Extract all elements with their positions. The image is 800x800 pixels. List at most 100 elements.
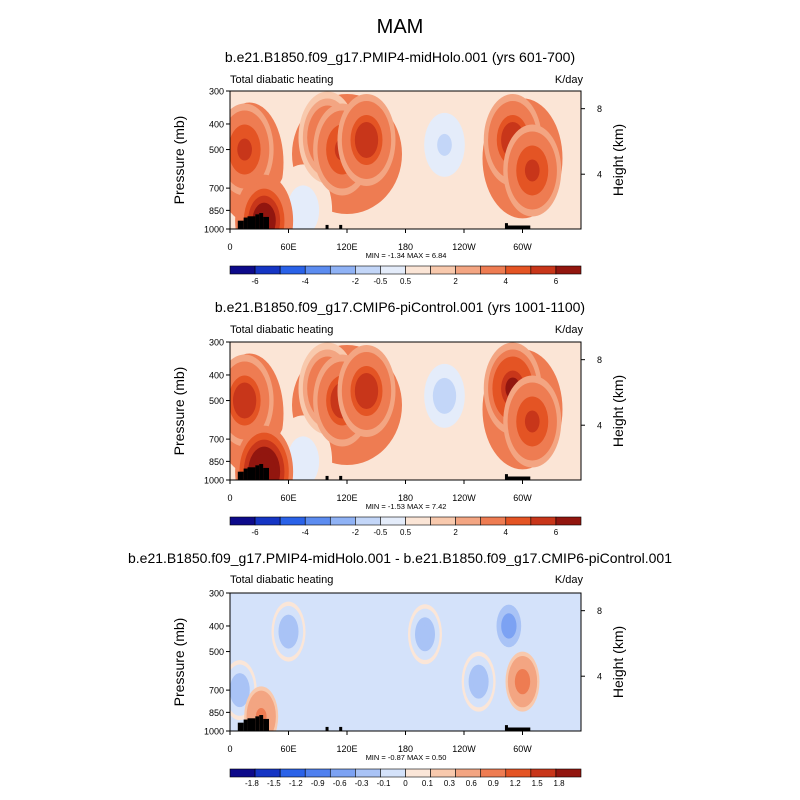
- colorbar-box: [505, 265, 532, 275]
- x-tick-label: 0: [227, 744, 232, 754]
- y-tick-label: 1000: [204, 476, 224, 486]
- colorbar-label: -4: [302, 528, 310, 537]
- topography-step: [247, 216, 256, 229]
- cooling-contour: [295, 199, 311, 222]
- colorbar-label: 0.1: [422, 779, 434, 788]
- y-tick-label: 300: [209, 338, 224, 348]
- colorbar-label: -0.3: [355, 779, 369, 788]
- colorbar: -6 -4 -2 -0.5 0.5 2 4 6: [229, 516, 582, 537]
- colorbar-box: [455, 516, 482, 526]
- colorbar-box: [430, 265, 456, 275]
- topography-step: [237, 722, 244, 731]
- min-max-stats: MIN = -1.53 MAX = 7.42: [366, 502, 447, 511]
- y-tick-label: 300: [209, 589, 224, 599]
- topography-step: [255, 465, 260, 480]
- colorbar-label: -4: [302, 277, 310, 286]
- left-string: Total diabatic heating: [230, 574, 333, 586]
- colorbar-box: [480, 516, 507, 526]
- left-string: Total diabatic heating: [230, 324, 333, 336]
- topography-step: [259, 464, 264, 480]
- panel-difference: b.e21.B1850.f09_g17.PMIP4-midHolo.001 - …: [128, 550, 672, 788]
- colorbar-label: -0.6: [333, 779, 347, 788]
- colorbar-box: [229, 516, 256, 526]
- colorbar-box: [480, 265, 507, 275]
- height-tick-label: 8: [597, 606, 602, 616]
- colorbar-box: [254, 265, 281, 275]
- colorbar-box: [430, 516, 456, 526]
- x-tick-label: 60W: [513, 744, 532, 754]
- colorbar-box: [254, 768, 281, 778]
- topography-step: [325, 726, 329, 731]
- colorbar-box: [530, 768, 557, 778]
- topography-step: [506, 727, 531, 731]
- colorbar: -1.8 -1.5 -1.2 -0.9 -0.6 -0.3 -0.1 0 0.1 0.3 0.6 0.…: [229, 768, 582, 788]
- colorbar-box: [329, 768, 356, 778]
- colorbar-box: [405, 768, 431, 778]
- x-tick-label: 180: [398, 744, 413, 754]
- colorbar-label: 1.8: [554, 779, 566, 788]
- units-label: K/day: [555, 574, 584, 586]
- colorbar-box: [530, 516, 557, 526]
- colorbar-label: -6: [252, 528, 260, 537]
- colorbar-label: -0.1: [377, 779, 391, 788]
- topography-step: [263, 216, 269, 229]
- y-axis-label: Pressure (mb): [171, 618, 187, 707]
- colorbar-label: -6: [252, 277, 260, 286]
- y-tick-label: 1000: [204, 727, 224, 737]
- colorbar-box: [505, 516, 532, 526]
- topography-step: [247, 467, 256, 480]
- x-tick-label: 0: [227, 242, 232, 252]
- y-tick-label: 850: [209, 457, 224, 467]
- topography-step: [504, 474, 508, 480]
- colorbar-label: 0.6: [466, 779, 478, 788]
- x-tick-label: 60E: [280, 242, 296, 252]
- heating-contour: [359, 379, 374, 402]
- y-tick-label: 400: [209, 119, 224, 129]
- y2-axis-label: Height (km): [610, 375, 626, 447]
- heating-contour: [359, 128, 374, 151]
- colorbar-box: [329, 516, 356, 526]
- cooling-contour: [295, 450, 311, 473]
- colorbar-box: [455, 265, 482, 275]
- x-tick-label: 120E: [336, 744, 357, 754]
- cooling-contour: [437, 384, 452, 407]
- colorbar-box: [555, 265, 582, 275]
- cooling-contour: [283, 623, 294, 640]
- colorbar-label: -0.5: [374, 528, 388, 537]
- topography-step: [243, 719, 248, 731]
- colorbar-box: [455, 768, 482, 778]
- colorbar-label: 0.9: [488, 779, 500, 788]
- heating-contour: [524, 410, 540, 433]
- height-tick-label: 8: [597, 355, 602, 365]
- y-tick-label: 1000: [204, 225, 224, 235]
- left-string: Total diabatic heating: [230, 74, 333, 86]
- colorbar-label: 4: [504, 528, 509, 537]
- colorbar-box: [530, 265, 557, 275]
- panel-middle: b.e21.B1850.f09_g17.CMIP6-piControl.001 …: [171, 299, 626, 537]
- colorbar-box: [304, 768, 331, 778]
- y-tick-label: 500: [209, 396, 224, 406]
- topography-step: [339, 726, 343, 731]
- x-tick-label: 60W: [513, 242, 532, 252]
- x-tick-label: 120E: [336, 242, 357, 252]
- cooling-contour: [234, 681, 246, 699]
- colorbar-box: [304, 265, 331, 275]
- colorbar-box: [355, 265, 381, 275]
- colorbar-label: -2: [352, 277, 360, 286]
- x-tick-label: 120E: [336, 493, 357, 503]
- topography-step: [504, 725, 508, 731]
- colorbar-label: 4: [504, 277, 509, 286]
- topography: [237, 715, 531, 731]
- colorbar-label: 0.3: [444, 779, 456, 788]
- colorbar-label: 0.5: [400, 528, 412, 537]
- y-tick-label: 500: [209, 145, 224, 155]
- heating-contour: [237, 138, 252, 161]
- cooling-contour: [473, 673, 484, 690]
- height-tick-label: 4: [597, 170, 602, 180]
- heating-contour: [237, 389, 252, 412]
- y2-axis-label: Height (km): [610, 626, 626, 698]
- panel-title: b.e21.B1850.f09_g17.CMIP6-piControl.001 …: [215, 299, 585, 315]
- y-tick-label: 400: [209, 621, 224, 631]
- topography: [237, 213, 531, 229]
